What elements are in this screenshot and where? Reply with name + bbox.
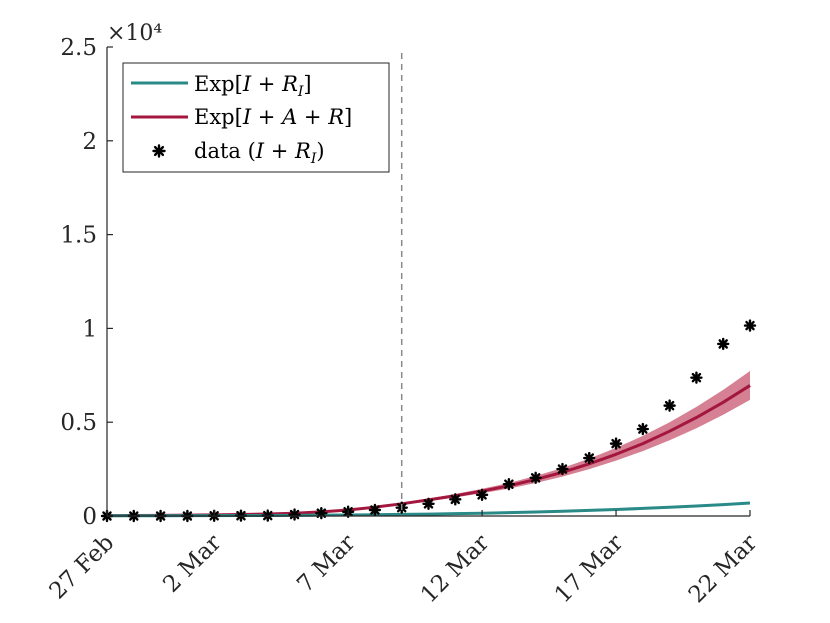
x-tick-label: 12 Mar [416, 530, 494, 608]
data-point [502, 478, 516, 491]
x-tick-label: 22 Mar [684, 530, 762, 608]
data-point [422, 497, 435, 511]
data-point [717, 337, 730, 351]
data-point [583, 451, 596, 465]
data-point [529, 471, 542, 485]
y-tick-label: 0 [82, 504, 97, 530]
data-point [368, 503, 382, 517]
x-axis: 27 Feb 2 Mar 7 Mar 12 Mar 17 Mar 22 Mar [45, 510, 762, 608]
data-point [663, 399, 676, 412]
y-tick-label: 2 [82, 129, 97, 155]
x-tick-label: 2 Mar [158, 530, 226, 598]
band-exp_iar [107, 370, 750, 516]
legend-label-data: data (I + RI) [194, 139, 325, 167]
legend-label-exp-iar: Exp[I + A + R] [194, 105, 352, 129]
y-axis: 0 0.5 1 1.5 2 2.5 [60, 35, 113, 530]
y-tick-label: 2.5 [60, 35, 97, 61]
data-point [315, 506, 328, 520]
data-point [288, 508, 301, 521]
x-tick-label: 17 Mar [550, 530, 628, 608]
data-point [475, 488, 489, 502]
legend-marker-data [152, 144, 166, 158]
legend-label-exp-ir: Exp[I + RI] [194, 72, 312, 100]
y-tick-label: 0.5 [60, 410, 97, 436]
x-tick-label: 27 Feb [45, 530, 120, 605]
data-point [690, 371, 703, 384]
y-tick-label: 1.5 [60, 223, 97, 249]
data-point [609, 437, 623, 450]
data-point [556, 462, 569, 476]
y-exponent-label: ×10⁴ [107, 21, 162, 46]
data-point [743, 319, 757, 332]
data-point [449, 493, 462, 506]
y-tick-label: 1 [82, 316, 97, 342]
series-line-exp_iar [106, 384, 751, 518]
legend: Exp[I + RI] Exp[I + A + R] data (I + RI) [122, 62, 390, 173]
data-point [636, 422, 650, 436]
x-tick-label: 7 Mar [292, 530, 360, 598]
